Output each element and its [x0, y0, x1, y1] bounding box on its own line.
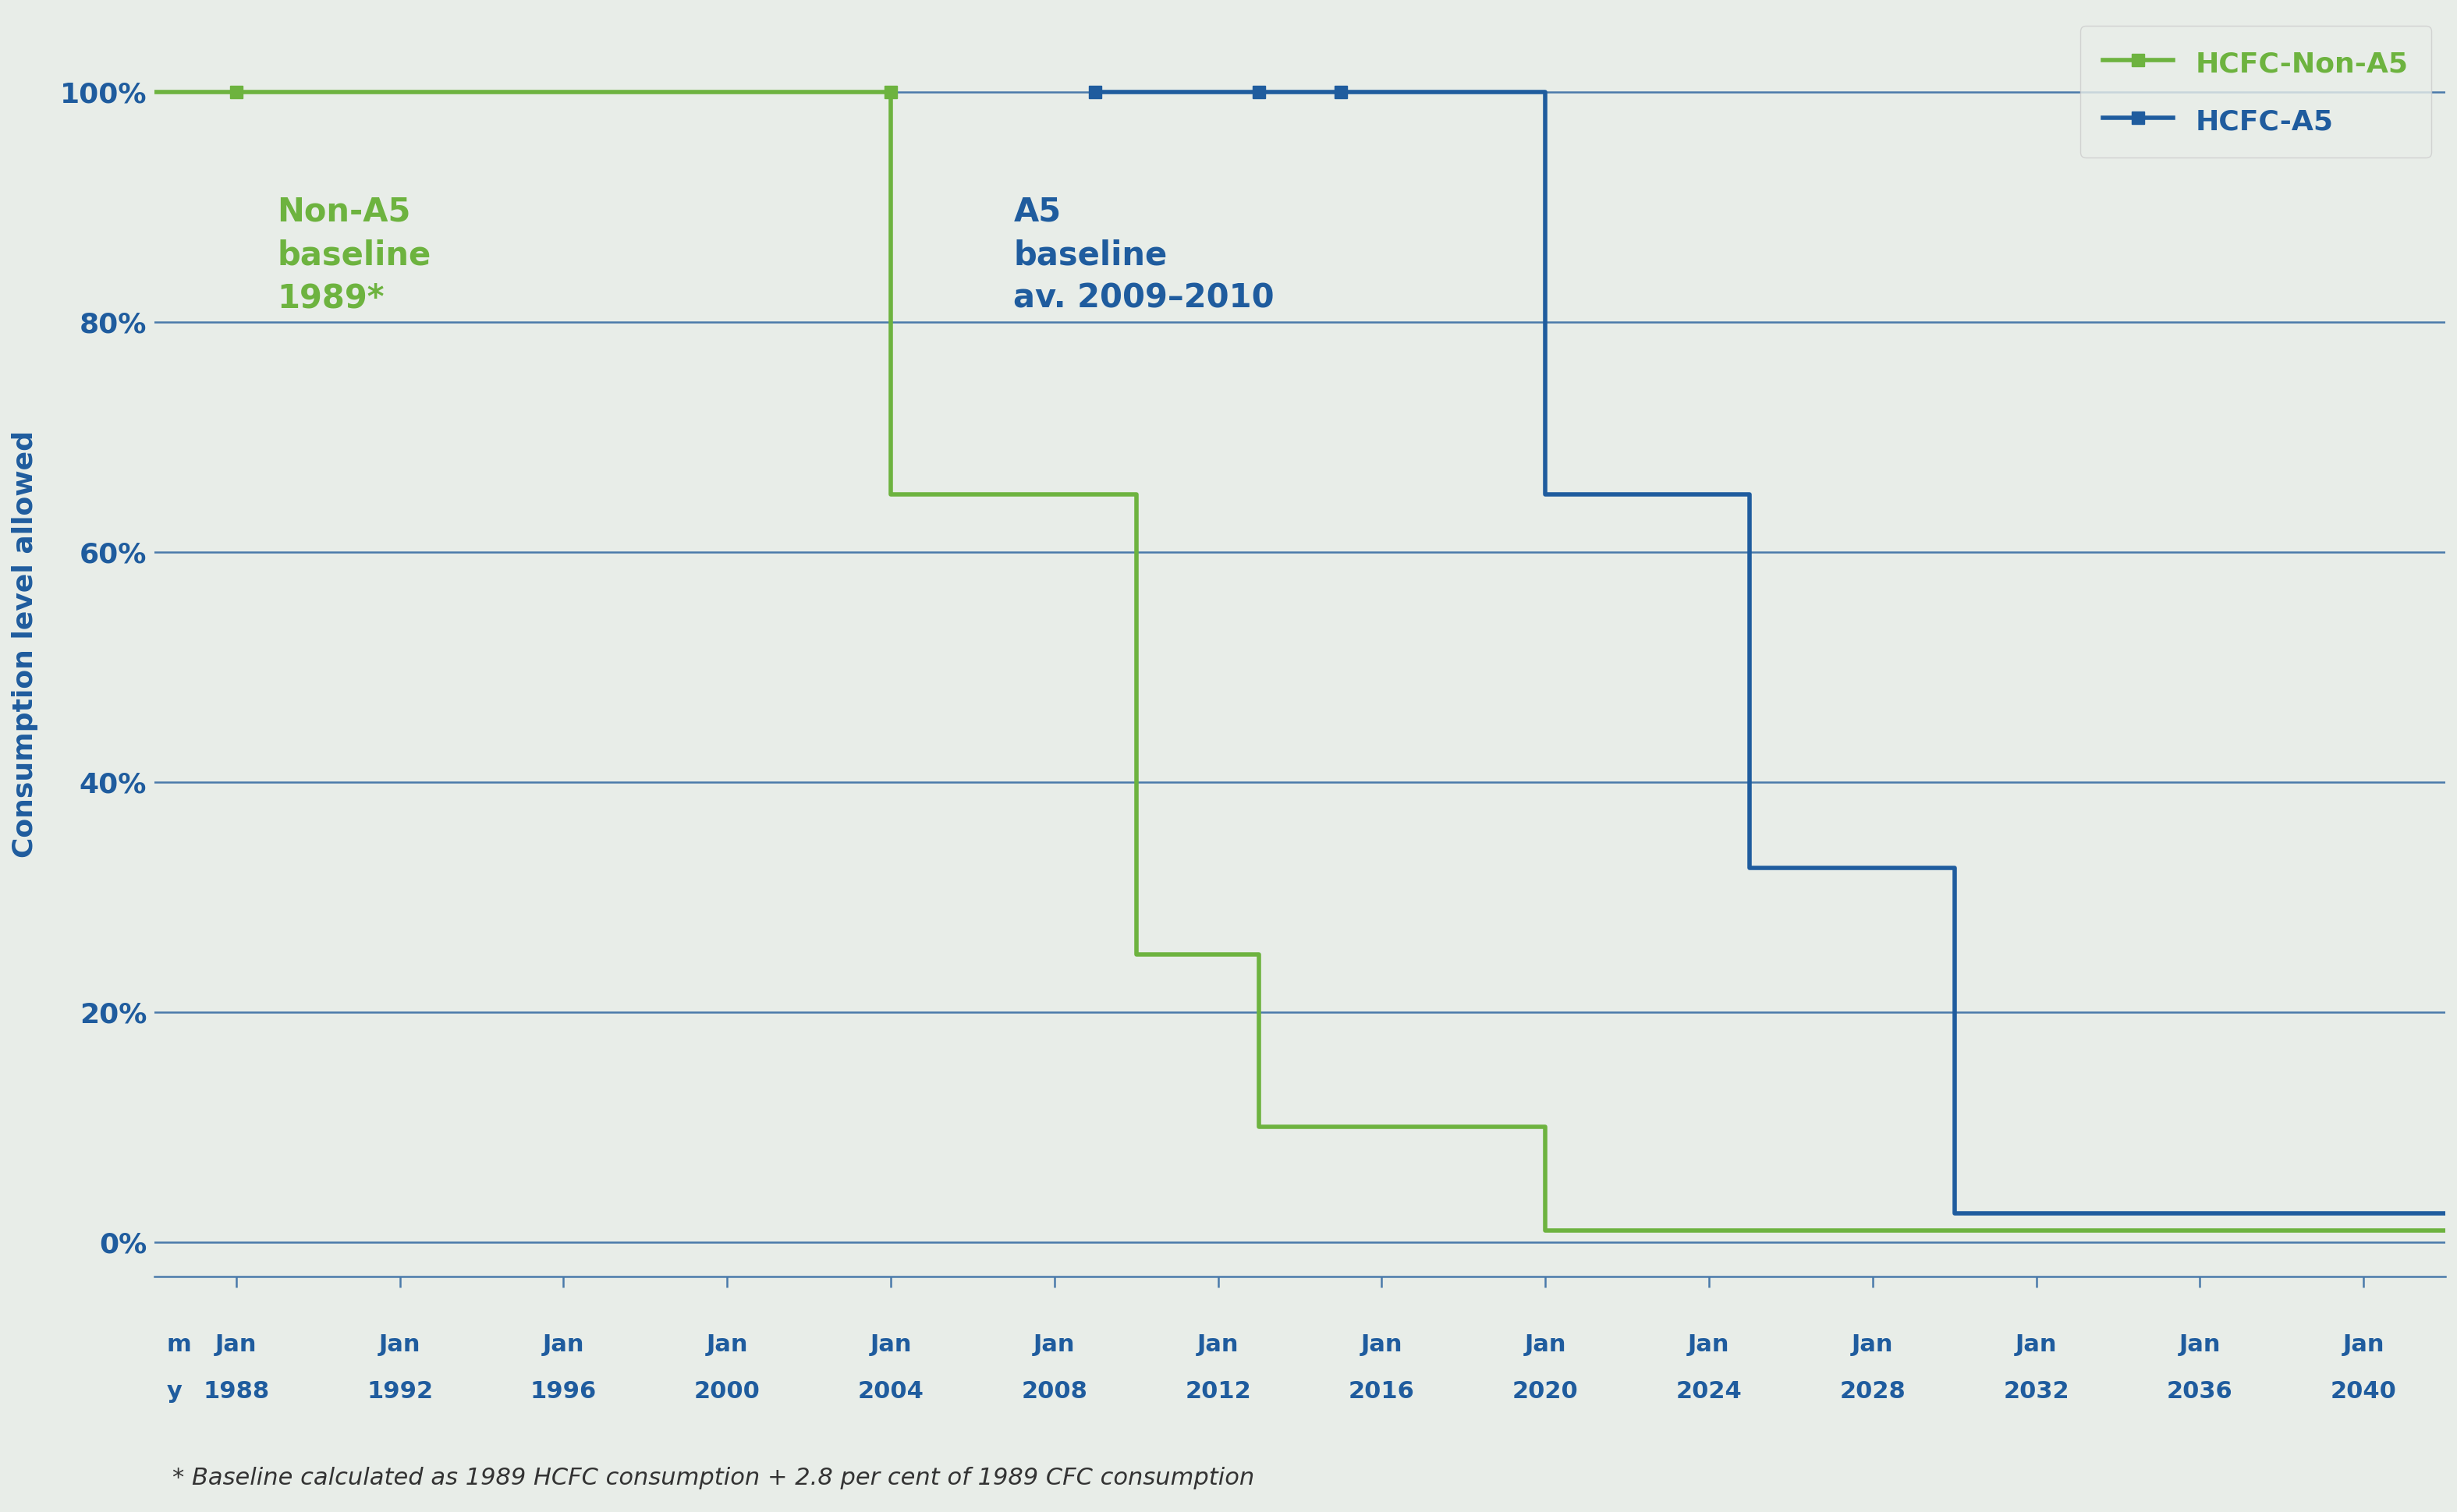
Text: Jan: Jan: [870, 1334, 912, 1356]
Text: A5
baseline
av. 2009–2010: A5 baseline av. 2009–2010: [1012, 195, 1275, 314]
Text: 2024: 2024: [1676, 1380, 1742, 1403]
Text: 2036: 2036: [2167, 1380, 2233, 1403]
Text: 2004: 2004: [857, 1380, 924, 1403]
Text: Jan: Jan: [1197, 1334, 1238, 1356]
Text: 1992: 1992: [366, 1380, 432, 1403]
Text: Jan: Jan: [705, 1334, 747, 1356]
Text: 2040: 2040: [2329, 1380, 2396, 1403]
Text: 2028: 2028: [1840, 1380, 1907, 1403]
Text: Jan: Jan: [1034, 1334, 1076, 1356]
Text: m: m: [167, 1334, 192, 1356]
Text: 2012: 2012: [1184, 1380, 1251, 1403]
Text: Jan: Jan: [2015, 1334, 2057, 1356]
Text: Jan: Jan: [1361, 1334, 1403, 1356]
Text: 1988: 1988: [204, 1380, 270, 1403]
Text: Jan: Jan: [2179, 1334, 2221, 1356]
Text: Jan: Jan: [1523, 1334, 1565, 1356]
Y-axis label: Consumption level allowed: Consumption level allowed: [12, 431, 39, 857]
Text: Jan: Jan: [543, 1334, 585, 1356]
Text: Jan: Jan: [1853, 1334, 1894, 1356]
Text: Jan: Jan: [378, 1334, 420, 1356]
Text: y: y: [167, 1380, 182, 1403]
Text: Jan: Jan: [2342, 1334, 2383, 1356]
Text: 2020: 2020: [1511, 1380, 1577, 1403]
Text: Jan: Jan: [1688, 1334, 1730, 1356]
Text: 2008: 2008: [1022, 1380, 1088, 1403]
Text: 1996: 1996: [531, 1380, 597, 1403]
Text: 2016: 2016: [1349, 1380, 1415, 1403]
Text: * Baseline calculated as 1989 HCFC consumption + 2.8 per cent of 1989 CFC consum: * Baseline calculated as 1989 HCFC consu…: [172, 1467, 1253, 1489]
Text: Non-A5
baseline
1989*: Non-A5 baseline 1989*: [278, 195, 430, 314]
Text: 2000: 2000: [693, 1380, 759, 1403]
Legend: HCFC-Non-A5, HCFC-A5: HCFC-Non-A5, HCFC-A5: [2081, 26, 2432, 157]
Text: Jan: Jan: [216, 1334, 258, 1356]
Text: 2032: 2032: [2002, 1380, 2069, 1403]
